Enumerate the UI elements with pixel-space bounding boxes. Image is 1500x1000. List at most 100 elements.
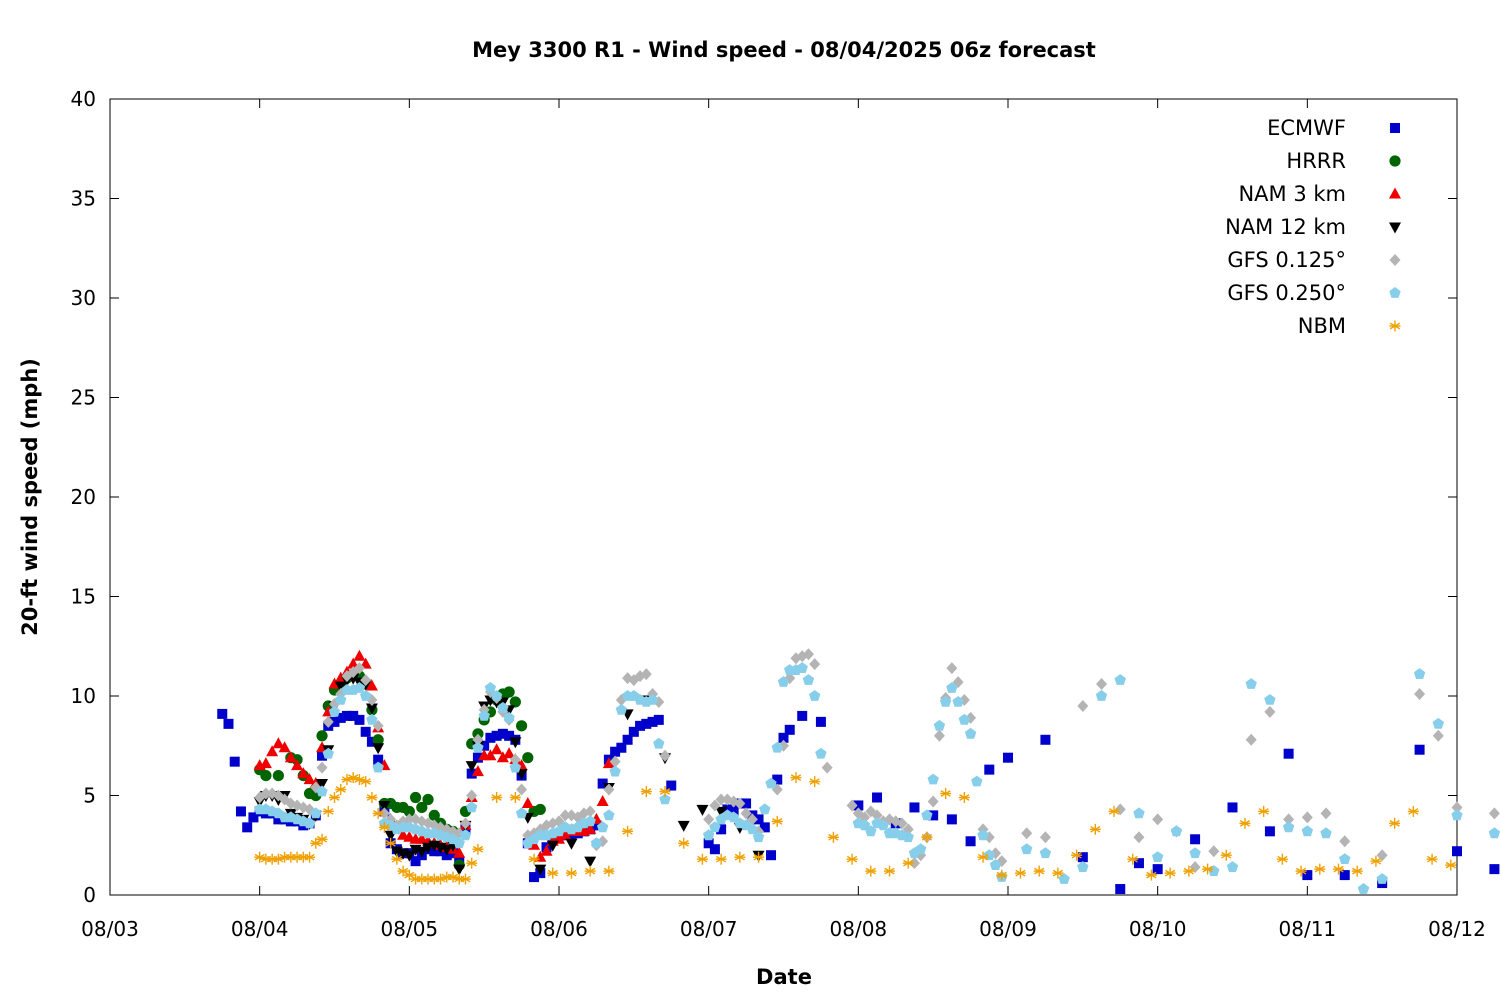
data-point-gfs-0-250 [752,831,765,843]
legend-marker-nam-3-km [1389,187,1401,199]
data-point-gfs-0-250 [316,785,328,797]
data-point-gfs-0-125 [1432,729,1444,742]
data-point-nbm [1258,805,1270,817]
data-point-gfs-0-250 [596,821,609,833]
data-point-gfs-0-250 [466,801,478,813]
data-point-gfs-0-125 [1264,705,1276,718]
data-point-gfs-0-250 [1133,807,1145,819]
data-point-gfs-0-125 [584,805,596,818]
data-point-nbm [1426,853,1438,865]
data-point-nbm [459,873,471,885]
legend-marker-nam-12-km [1389,222,1401,234]
data-point-nbm [547,867,559,879]
data-point-nbm [902,857,914,869]
data-point-nbm [304,851,316,863]
data-point-ecmwf [1489,864,1500,875]
data-point-nam-12-km [677,820,690,832]
data-point-gfs-0-125 [659,749,671,762]
data-point-gfs-0-125 [1245,733,1257,746]
data-point-hrrr [316,730,328,742]
legend-marker-gfs-0-125 [1389,254,1401,266]
data-point-nam-3-km [540,844,553,856]
data-point-nbm [335,784,347,796]
data-point-nbm [771,815,783,827]
data-point-gfs-0-250 [1039,847,1052,859]
data-point-nam-12-km [365,703,378,715]
data-point-ecmwf [1452,846,1462,857]
data-point-nam-12-km [453,864,466,876]
data-point-gfs-0-125 [1339,835,1351,848]
data-point-gfs-0-250 [971,775,983,787]
data-point-ecmwf [1133,858,1144,869]
data-point-nam-3-km [584,822,597,834]
data-point-gfs-0-250 [584,815,596,827]
y-tick-label: 35 [71,187,96,211]
data-point-gfs-0-250 [977,829,989,841]
data-point-nbm [1276,853,1288,865]
data-point-gfs-0-125 [1114,803,1126,816]
data-point-nbm [640,786,652,798]
data-point-gfs-0-250 [1488,827,1500,839]
x-tick-label: 08/04 [231,917,289,941]
data-point-ecmwf [229,756,240,767]
data-point-ecmwf [479,740,490,751]
legend-marker-gfs-0-250 [1389,287,1401,298]
data-point-gfs-0-250 [509,761,522,773]
y-axis-label: 20-ft wind speed (mph) [18,358,42,636]
data-point-gfs-0-250 [1301,825,1313,837]
data-point-nbm [1183,865,1195,877]
data-point-gfs-0-250 [1320,827,1332,839]
data-point-gfs-0-125 [908,857,920,870]
data-point-nam-3-km [353,649,366,661]
data-point-nam-12-km [316,779,329,791]
x-tick-label: 08/03 [81,917,139,941]
x-tick-label: 08/09 [979,917,1037,941]
data-point-gfs-0-125 [703,813,715,826]
data-point-gfs-0-250 [603,809,615,821]
legend-label-gfs-0-125: GFS 0.125° [1227,248,1346,272]
data-point-nbm [790,772,802,784]
data-point-nam-3-km [559,828,572,840]
data-point-gfs-0-125 [809,658,821,671]
data-point-gfs-0-250 [1413,668,1426,679]
data-point-ecmwf [1152,864,1163,875]
data-point-gfs-0-125 [1320,807,1332,820]
legend-label-nbm: NBM [1298,314,1346,338]
data-point-ecmwf [497,728,508,739]
data-point-nam-3-km [471,765,484,777]
data-point-nbm [1014,867,1026,879]
data-point-nam-3-km [503,747,516,759]
data-point-ecmwf [529,872,540,883]
data-point-gfs-0-125 [516,783,528,796]
data-point-ecmwf [466,768,477,779]
legend-marker-nbm [1389,320,1401,332]
data-point-nbm [1220,849,1232,861]
data-point-nam-3-km [278,741,291,753]
data-point-ecmwf [242,822,253,833]
x-tick-label: 08/07 [680,917,738,941]
data-point-ecmwf [335,712,346,723]
y-tick-label: 20 [71,485,96,509]
data-point-ecmwf [815,716,826,727]
data-point-gfs-0-250 [933,719,946,731]
data-point-ecmwf [741,798,752,809]
data-point-gfs-0-125 [709,799,721,812]
y-tick-label: 5 [83,784,96,808]
data-point-ecmwf [317,750,328,761]
x-tick-label: 08/10 [1129,917,1187,941]
legend-label-gfs-0-250: GFS 0.250° [1227,281,1346,305]
y-tick-label: 40 [71,87,96,111]
data-point-ecmwf [909,802,920,813]
data-point-ecmwf [410,856,421,867]
legend-label-nam-3-km: NAM 3 km [1238,182,1346,206]
data-point-gfs-0-250 [615,703,628,715]
data-point-nbm [316,833,328,845]
data-point-gfs-0-125 [933,729,945,742]
data-point-gfs-0-125 [1451,801,1463,814]
data-point-hrrr [272,770,284,782]
data-point-gfs-0-125 [472,733,484,746]
data-point-gfs-0-250 [915,843,927,855]
data-point-gfs-0-125 [1189,861,1201,874]
data-point-nbm [360,776,372,788]
data-point-gfs-0-250 [964,727,977,739]
